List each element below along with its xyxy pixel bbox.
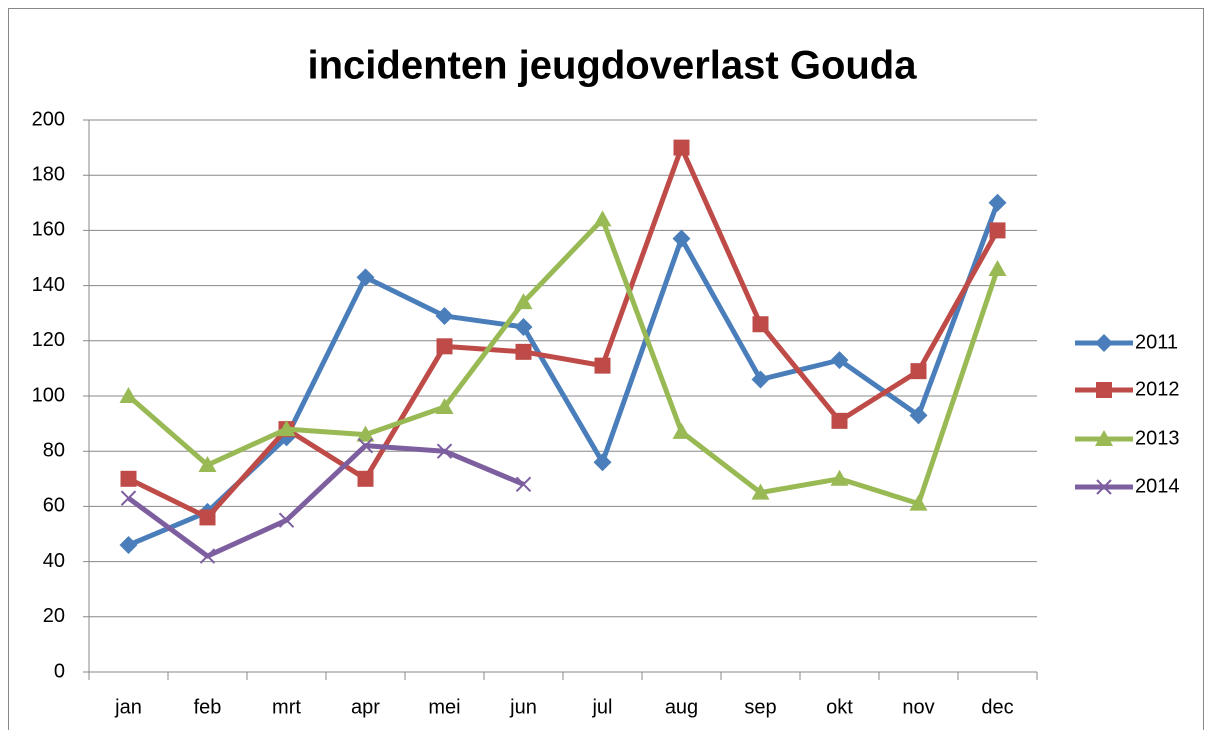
y-tick-label: 140: [32, 274, 65, 296]
marker: [277, 420, 296, 437]
y-tick-label: 180: [32, 163, 65, 185]
x-tick-label: aug: [665, 696, 698, 718]
series-line: [127, 201, 1000, 548]
series-line: [127, 145, 1000, 520]
marker: [988, 260, 1007, 277]
x-tick-label: jun: [509, 696, 537, 718]
chart-title: incidenten jeugdoverlast Gouda: [308, 44, 918, 88]
marker: [594, 357, 611, 374]
marker: [356, 268, 375, 287]
marker: [989, 222, 1006, 239]
x-tick-label: sep: [744, 696, 776, 718]
marker: [199, 548, 216, 564]
x-tick-label: mei: [428, 696, 460, 718]
marker: [515, 343, 532, 360]
marker: [436, 443, 453, 459]
legend-marker: [1095, 430, 1113, 446]
legend-marker: [1096, 479, 1112, 495]
y-tick-label: 120: [32, 329, 65, 351]
marker: [435, 306, 454, 325]
x-tick-label: mrt: [272, 696, 301, 718]
marker: [831, 412, 848, 429]
marker: [593, 453, 612, 472]
y-tick-label: 60: [43, 495, 65, 517]
legend-label: 2014: [1135, 475, 1180, 497]
marker: [910, 363, 927, 380]
x-tick-label: nov: [902, 696, 934, 718]
marker: [119, 536, 138, 555]
marker: [514, 293, 533, 310]
marker: [357, 470, 374, 487]
marker: [988, 193, 1007, 212]
marker: [515, 476, 532, 493]
marker: [120, 490, 137, 506]
x-tick-label: apr: [351, 696, 380, 718]
x-tick-label: jan: [114, 696, 142, 718]
marker: [356, 425, 375, 442]
marker: [672, 422, 691, 439]
x-tick-label: jul: [591, 696, 612, 718]
x-tick-label: feb: [194, 696, 222, 718]
legend-label: 2011: [1135, 331, 1178, 353]
y-tick-label: 0: [54, 660, 65, 682]
marker: [120, 470, 137, 487]
legend-marker: [1096, 382, 1112, 398]
marker: [909, 494, 928, 511]
legend-label: 2013: [1135, 427, 1180, 449]
marker: [830, 351, 849, 370]
marker: [751, 483, 770, 500]
y-tick-label: 80: [43, 439, 65, 461]
marker: [278, 512, 295, 528]
marker: [514, 318, 533, 336]
marker: [751, 370, 770, 389]
marker: [436, 338, 453, 355]
legend-label: 2012: [1135, 378, 1180, 400]
series-line: [127, 443, 525, 559]
marker: [199, 509, 216, 526]
y-tick-label: 20: [43, 605, 65, 627]
marker: [673, 139, 690, 156]
legend-marker: [1095, 334, 1113, 352]
series-line: [126, 216, 1000, 507]
y-tick-label: 40: [43, 550, 65, 572]
marker: [119, 387, 138, 403]
x-tick-label: okt: [826, 696, 853, 718]
marker: [198, 456, 217, 472]
marker: [593, 210, 612, 227]
x-tick-label: dec: [981, 696, 1013, 718]
y-tick-label: 100: [32, 384, 65, 406]
marker: [830, 469, 849, 486]
marker: [909, 406, 928, 425]
marker: [672, 229, 691, 248]
y-tick-label: 200: [32, 108, 65, 130]
marker: [435, 398, 454, 415]
marker: [752, 316, 769, 333]
y-tick-label: 160: [32, 219, 65, 241]
marker: [357, 437, 374, 454]
